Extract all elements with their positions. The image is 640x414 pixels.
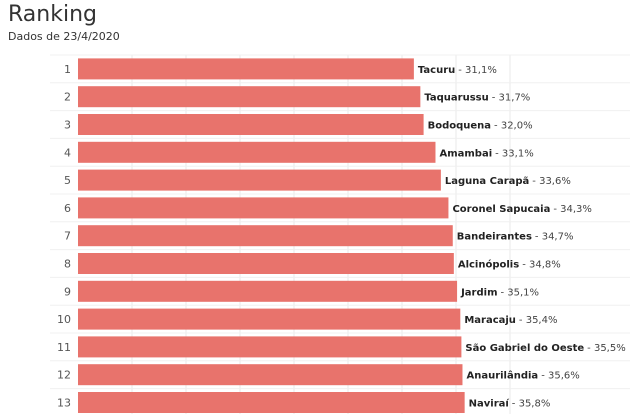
- rank-label: 13: [57, 397, 71, 410]
- bar-label: Amambai - 33,1%: [439, 148, 533, 159]
- value-label: - 35,6%: [541, 371, 580, 382]
- category-label: São Gabriel do Oeste: [465, 343, 584, 354]
- chart-subtitle: Dados de 23/4/2020: [8, 30, 120, 43]
- category-label: Coronel Sapucaia: [452, 204, 550, 215]
- bar-label: Tacuru - 31,1%: [418, 65, 497, 76]
- bar[interactable]: [78, 336, 462, 358]
- bar[interactable]: [78, 364, 463, 386]
- bar-label: Alcinópolis - 34,8%: [458, 259, 561, 271]
- bar-label: Bodoquena - 32,0%: [428, 121, 533, 132]
- bar-label: Maracaju - 35,4%: [464, 315, 557, 326]
- value-label: - 35,4%: [519, 315, 558, 326]
- bar[interactable]: [78, 308, 461, 330]
- chart-title: Ranking: [8, 2, 97, 27]
- rank-label: 2: [64, 91, 71, 104]
- value-label: - 31,7%: [492, 93, 531, 104]
- bar-label: Laguna Carapã - 33,6%: [445, 176, 571, 187]
- rank-label: 7: [64, 230, 71, 243]
- bar[interactable]: [78, 280, 458, 302]
- value-label: - 34,3%: [553, 204, 592, 215]
- bar-label: Naviraí - 35,8%: [469, 398, 551, 410]
- category-label: Jardim: [460, 287, 497, 298]
- value-label: - 35,8%: [512, 399, 551, 410]
- rank-label: 9: [64, 285, 71, 298]
- rank-label: 5: [64, 174, 71, 187]
- category-label: Bandeirantes: [457, 232, 532, 243]
- value-label: - 35,1%: [500, 287, 539, 298]
- category-label: Laguna Carapã: [445, 176, 529, 187]
- rank-label: 4: [64, 146, 71, 159]
- bar-label: Taquarussu - 31,7%: [424, 93, 530, 104]
- value-label: - 31,1%: [458, 65, 497, 76]
- rank-label: 12: [57, 369, 71, 382]
- value-label: - 34,8%: [522, 260, 561, 271]
- category-label: Anaurilândia: [466, 370, 538, 382]
- category-label: Tacuru: [418, 65, 455, 76]
- rank-label: 10: [57, 313, 71, 326]
- bar[interactable]: [78, 114, 424, 135]
- bar[interactable]: [78, 392, 465, 413]
- category-label: Naviraí: [469, 398, 510, 410]
- category-label: Maracaju: [464, 315, 516, 326]
- value-label: - 35,5%: [587, 343, 626, 354]
- rank-label: 1: [64, 63, 71, 76]
- value-label: - 32,0%: [494, 121, 533, 132]
- value-label: - 34,7%: [535, 232, 574, 243]
- value-label: - 33,1%: [495, 148, 534, 159]
- bar-label: Anaurilândia - 35,6%: [466, 370, 579, 382]
- rank-label: 11: [57, 341, 71, 354]
- bar[interactable]: [78, 225, 453, 247]
- bar[interactable]: [78, 58, 414, 80]
- value-label: - 33,6%: [532, 176, 571, 187]
- rank-label: 6: [64, 202, 71, 215]
- bar-label: São Gabriel do Oeste - 35,5%: [465, 343, 625, 354]
- category-label: Alcinópolis: [458, 259, 519, 271]
- bar[interactable]: [78, 253, 454, 274]
- category-label: Taquarussu: [424, 93, 488, 104]
- category-label: Bodoquena: [428, 121, 491, 132]
- rank-label: 3: [64, 119, 71, 132]
- bar[interactable]: [78, 197, 449, 219]
- category-label: Amambai: [439, 148, 492, 159]
- bar[interactable]: [78, 141, 436, 163]
- rank-label: 8: [64, 258, 71, 271]
- bar[interactable]: [78, 86, 421, 108]
- bar-label: Bandeirantes - 34,7%: [457, 232, 574, 243]
- bar[interactable]: [78, 169, 441, 191]
- bar-label: Jardim - 35,1%: [460, 287, 539, 298]
- bar-label: Coronel Sapucaia - 34,3%: [452, 204, 591, 215]
